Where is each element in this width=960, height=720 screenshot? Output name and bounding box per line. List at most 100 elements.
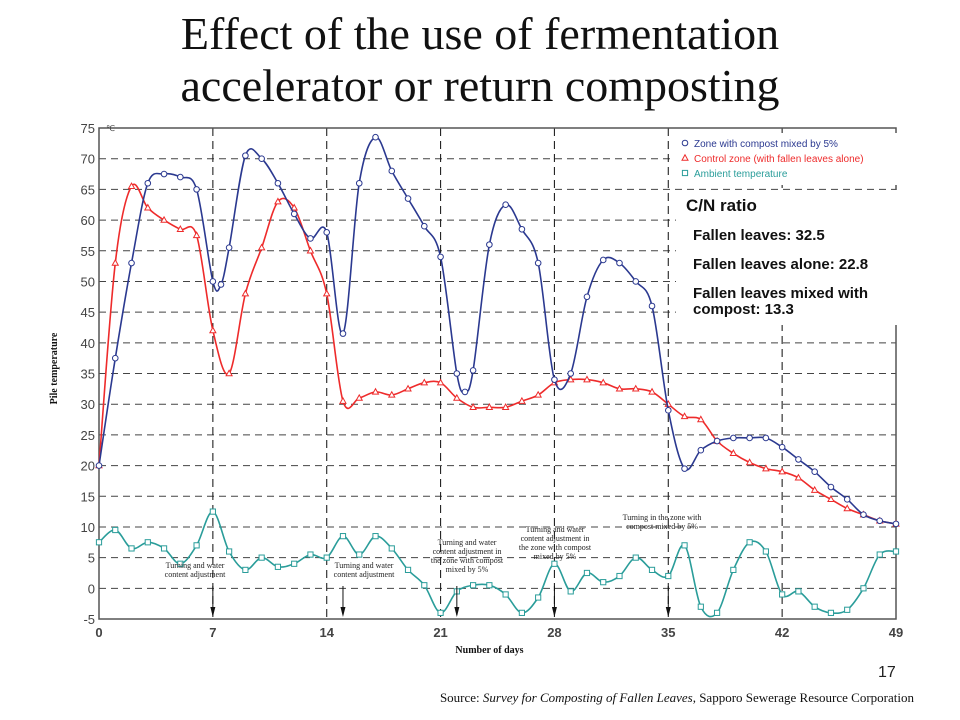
annotation-text: mixed by 5%	[446, 565, 489, 574]
compost-series-point	[225, 244, 233, 251]
annotation-arrow-head	[551, 607, 557, 617]
compost-series-point	[827, 483, 835, 491]
plot-frame	[98, 127, 897, 620]
compost-series-point	[95, 462, 103, 469]
compost-series-point	[876, 517, 884, 525]
ambient-series-point	[128, 545, 135, 552]
y-unit-label: ℃	[106, 124, 115, 133]
legend-entry: Ambient temperature	[694, 169, 788, 180]
ambient-series-point	[486, 582, 493, 589]
control-series-point	[127, 182, 136, 190]
control-series	[95, 182, 900, 527]
compost-series-point	[177, 173, 184, 181]
compost-series-point	[746, 434, 753, 442]
compost-series-point	[664, 407, 672, 414]
annotation-text: the zone with compost	[431, 556, 504, 565]
x-tick-label: 14	[319, 625, 334, 640]
control-series-point	[631, 384, 640, 392]
ambient-series-point	[648, 566, 656, 573]
ambient-series-point	[193, 542, 200, 549]
legend-marker	[681, 139, 689, 147]
control-series-point	[355, 393, 364, 401]
control-series-point	[209, 326, 217, 334]
control-series-point	[241, 289, 250, 297]
compost-series-point	[534, 259, 542, 267]
annotation-text: content adjustment	[334, 570, 395, 579]
compost-series-point	[551, 376, 558, 383]
control-series-point	[778, 467, 786, 475]
compost-series-point	[339, 330, 347, 337]
compost-series-point	[486, 241, 493, 248]
ambient-series-point	[860, 585, 867, 592]
cn-ratio-item-mixed-with-compost: Fallen leaves mixed with compost: 13.3	[693, 285, 869, 318]
control-series-point	[485, 403, 494, 410]
control-series-point	[827, 495, 835, 503]
control-series-line	[98, 183, 897, 525]
compost-series-point	[404, 195, 412, 202]
y-tick-label: 5	[88, 551, 95, 566]
control-series-point	[143, 203, 152, 211]
annotation-text: Turning and water	[166, 561, 225, 570]
control-series-point	[469, 403, 477, 410]
legend-marker	[681, 153, 689, 161]
control-series-point	[387, 390, 396, 398]
ambient-series-point	[746, 539, 753, 546]
y-tick-label: 15	[81, 489, 95, 504]
ambient-series-point	[95, 539, 103, 546]
control-series-point	[257, 243, 266, 251]
compost-series-point	[209, 278, 217, 285]
control-series-point	[599, 378, 608, 386]
compost-series-point	[160, 170, 168, 178]
y-tick-label: -5	[83, 612, 95, 627]
ambient-series-point	[274, 563, 282, 570]
ambient-series-point	[844, 606, 851, 613]
control-series-point	[160, 215, 168, 223]
page-number: 17	[878, 664, 896, 681]
control-series-point	[176, 225, 185, 232]
x-tick-label: 21	[433, 625, 447, 640]
compost-series-point	[843, 496, 851, 503]
y-tick-label: 45	[81, 305, 95, 320]
annotation-text: the zone with compost	[519, 543, 592, 552]
ambient-series-point	[144, 539, 151, 546]
ambient-series-point	[323, 554, 330, 561]
annotation-text: Turning and water	[438, 538, 497, 547]
ambient-series-point	[502, 591, 509, 598]
control-series-point	[339, 396, 347, 404]
compost-series-point	[274, 179, 282, 187]
legend: Zone with compost mixed by 5% Control zon…	[673, 133, 906, 185]
ambient-series-point	[730, 566, 737, 573]
ambient-series-point	[242, 566, 249, 573]
legend-box	[673, 133, 906, 185]
ambient-series-point	[356, 551, 363, 558]
x-axis-label: Number of days	[455, 645, 523, 656]
source-citation: Source: Survey for Composting of Fallen …	[440, 690, 914, 706]
control-series-point	[534, 390, 543, 398]
ambient-series-point	[388, 545, 395, 552]
ambient-series-point	[827, 609, 835, 616]
ambient-series-point	[632, 554, 639, 561]
annotation-arrow-head	[340, 607, 346, 617]
control-series-point	[452, 393, 461, 401]
slide-title: Effect of the use of fermentation accele…	[0, 8, 960, 112]
compost-series-point	[648, 302, 656, 310]
control-series-point	[274, 197, 282, 205]
compost-series-point	[616, 259, 623, 267]
y-tick-label: 10	[81, 520, 95, 535]
compost-series-point	[128, 259, 135, 267]
x-tick-label: 28	[547, 625, 561, 640]
ambient-series-point	[779, 591, 786, 598]
ambient-series-point	[665, 572, 672, 580]
y-axis-label: Pile temperature	[49, 332, 60, 404]
compost-series-point	[242, 152, 249, 159]
compost-series-point	[811, 468, 818, 476]
compost-series-point	[502, 201, 509, 209]
compost-series-point	[323, 229, 331, 236]
control-series-point	[111, 258, 120, 266]
ambient-series-point	[551, 560, 558, 567]
ambient-series-point	[892, 548, 900, 555]
control-series-point	[306, 246, 315, 254]
control-series-point	[518, 396, 526, 404]
y-tick-label: 30	[81, 397, 95, 412]
